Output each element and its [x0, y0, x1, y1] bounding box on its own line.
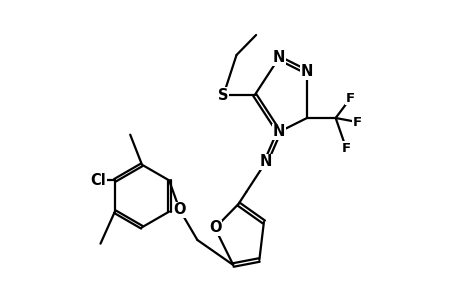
Text: N: N: [259, 154, 271, 169]
Text: F: F: [352, 116, 361, 128]
Text: N: N: [272, 124, 285, 140]
Text: F: F: [345, 92, 354, 104]
Text: N: N: [300, 64, 313, 80]
Text: N: N: [272, 50, 285, 65]
Text: O: O: [173, 202, 185, 217]
Text: Cl: Cl: [90, 173, 106, 188]
Text: S: S: [218, 88, 228, 103]
Text: O: O: [208, 220, 221, 236]
Text: F: F: [341, 142, 350, 154]
